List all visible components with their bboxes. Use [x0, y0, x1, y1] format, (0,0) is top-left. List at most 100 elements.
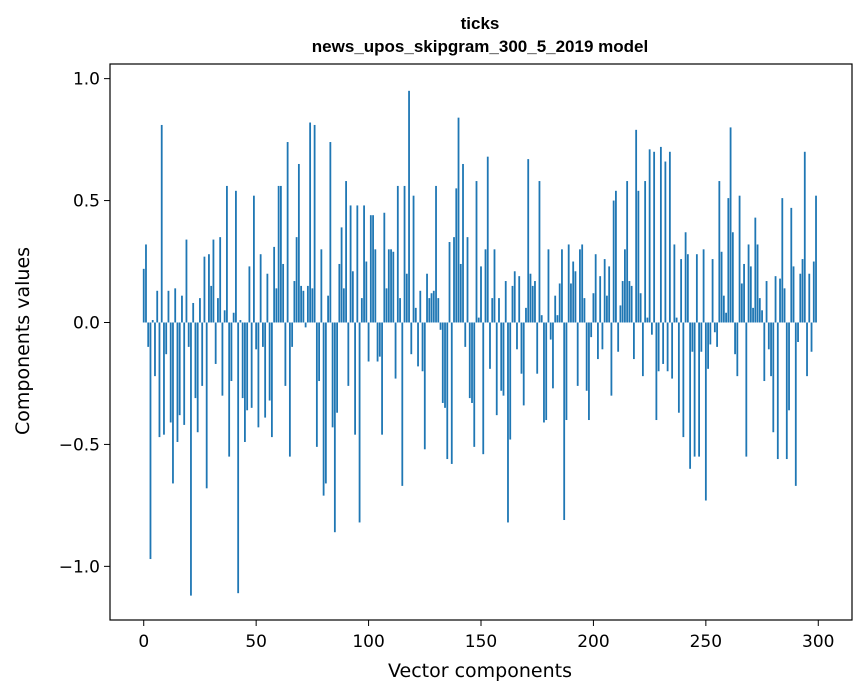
bar: [558, 283, 561, 323]
bar: [529, 273, 532, 323]
bar: [594, 254, 597, 323]
bar: [718, 181, 721, 323]
bar: [635, 129, 638, 323]
bar: [641, 322, 644, 377]
bar: [713, 322, 716, 333]
bar: [673, 244, 676, 323]
bar: [214, 322, 217, 364]
bar: [329, 142, 332, 323]
bar: [691, 322, 694, 352]
bar: [711, 259, 714, 323]
bar: [172, 322, 174, 484]
bar: [448, 242, 451, 323]
x-axis-ticks: 0 50 100 150 200 250 300: [138, 620, 834, 652]
bar: [624, 249, 626, 323]
bar: [372, 215, 374, 323]
bar: [803, 151, 806, 323]
bar: [450, 322, 453, 464]
bar: [212, 239, 215, 323]
bar: [738, 195, 741, 323]
bar: [486, 156, 489, 323]
bar: [671, 322, 674, 379]
bar: [561, 249, 563, 323]
chart-subtitle: news_upos_skipgram_300_5_2019 model: [312, 37, 648, 56]
bar: [426, 273, 428, 323]
bar: [178, 322, 181, 416]
bar: [174, 288, 177, 323]
bar: [572, 261, 575, 323]
bar: [399, 298, 401, 323]
bar: [610, 322, 613, 396]
bar: [507, 322, 509, 523]
bar: [246, 322, 249, 411]
bar: [504, 281, 507, 323]
bar: [603, 259, 606, 323]
bar: [545, 322, 548, 421]
bar: [664, 161, 667, 323]
bar: [666, 322, 669, 372]
bar: [187, 322, 190, 347]
bar: [351, 271, 354, 323]
bar: [304, 322, 307, 328]
bar: [277, 185, 280, 323]
bar: [142, 268, 145, 323]
bar: [264, 322, 267, 418]
y-tick-label: 0.5: [73, 192, 100, 212]
bar: [484, 249, 487, 323]
bar: [527, 159, 530, 323]
bar: [538, 181, 541, 323]
bar: [455, 188, 458, 323]
bar: [230, 322, 233, 382]
bar: [581, 244, 584, 323]
bar: [446, 322, 449, 460]
bar: [588, 322, 590, 421]
bar: [432, 290, 435, 323]
bar: [482, 322, 485, 455]
bar: [412, 195, 415, 323]
bar: [783, 288, 786, 323]
bar: [390, 249, 392, 323]
bar: [650, 322, 653, 335]
bar: [320, 249, 323, 323]
bar: [147, 322, 150, 347]
bar: [552, 322, 554, 389]
bar: [794, 322, 797, 486]
bar: [785, 322, 788, 460]
bar: [531, 285, 534, 323]
bar: [468, 322, 471, 399]
bar: [776, 322, 779, 460]
bar: [145, 244, 147, 323]
bar: [574, 271, 577, 323]
bar: [606, 295, 608, 323]
bar: [378, 322, 381, 357]
bar: [444, 322, 446, 408]
bar: [704, 322, 707, 501]
bar: [763, 322, 766, 382]
bar: [590, 322, 593, 338]
bar: [686, 254, 689, 323]
bar: [716, 322, 718, 347]
bar: [801, 259, 804, 323]
bar: [720, 251, 723, 323]
bar: [617, 322, 620, 352]
bar: [151, 320, 154, 323]
bar: [208, 254, 210, 323]
bar: [270, 322, 273, 438]
bar: [306, 285, 309, 323]
bar: [408, 90, 410, 323]
bar: [522, 322, 525, 406]
x-axis-label: Vector components: [388, 660, 572, 682]
bar: [347, 322, 350, 386]
bar: [626, 181, 629, 323]
x-tick-label: 300: [802, 632, 834, 652]
bar: [327, 295, 329, 323]
bar: [210, 285, 213, 323]
bar: [797, 322, 799, 342]
bar: [806, 322, 808, 377]
y-tick-label: −0.5: [59, 435, 100, 455]
bar: [237, 322, 240, 594]
bar: [367, 322, 370, 362]
bar: [808, 273, 811, 323]
bar: [459, 263, 462, 323]
bar: [423, 322, 426, 450]
